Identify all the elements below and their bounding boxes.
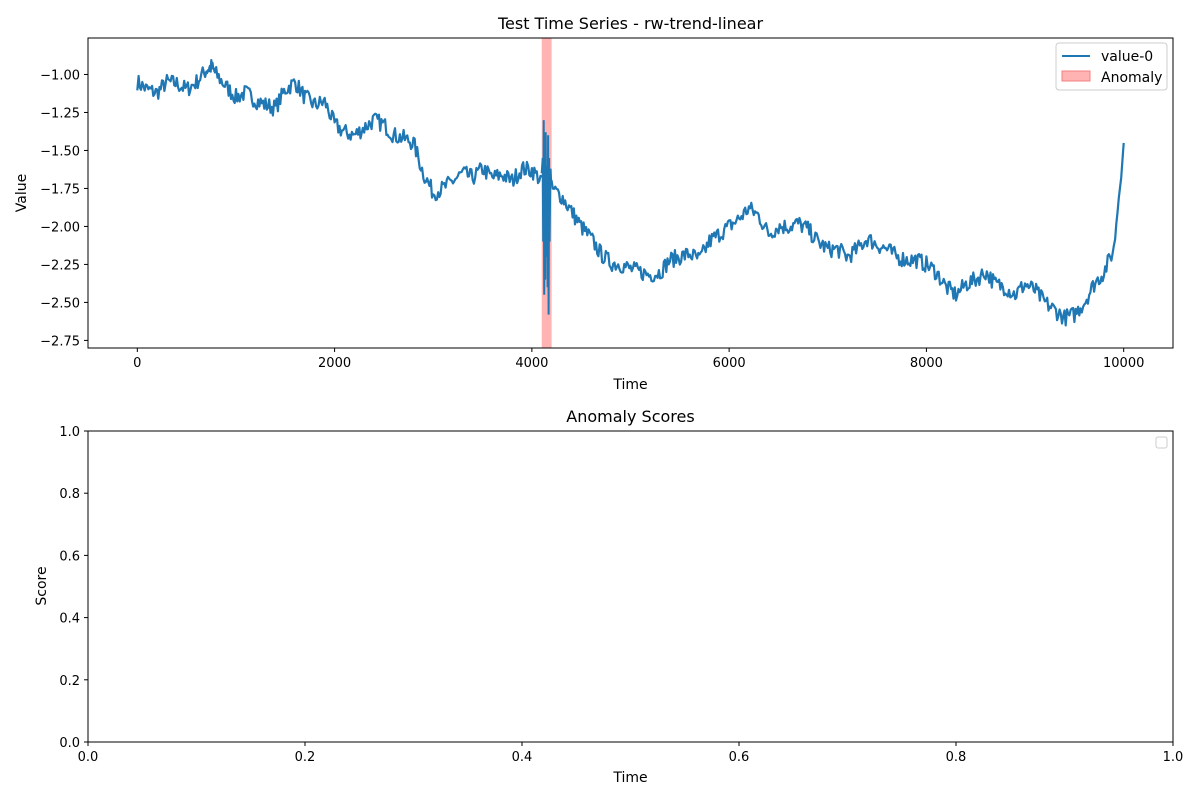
x-tick-label: 0.6 bbox=[729, 750, 750, 765]
legend-label-value-0: value-0 bbox=[1101, 49, 1153, 65]
y-tick-label: 1.0 bbox=[59, 425, 80, 440]
y-tick-label: −1.50 bbox=[40, 144, 80, 159]
x-tick-label: 0.8 bbox=[946, 750, 967, 765]
series-line-anomaly-segment bbox=[540, 120, 553, 315]
anomaly-scores-x-label: Time bbox=[612, 770, 647, 786]
x-tick-label: 4000 bbox=[515, 356, 548, 371]
y-tick-label: 0.4 bbox=[59, 612, 80, 627]
time-series-x-label: Time bbox=[612, 377, 647, 393]
y-tick-label: −1.75 bbox=[40, 182, 80, 197]
time-series-plot-frame bbox=[87, 37, 1174, 349]
y-tick-label: −2.25 bbox=[40, 258, 80, 273]
anomaly-scores-y-label: Score bbox=[34, 566, 50, 605]
y-tick-label: −2.00 bbox=[40, 220, 80, 235]
anomaly-scores-empty-legend bbox=[1155, 436, 1168, 449]
time-series-title: Test Time Series - rw-trend-linear bbox=[497, 14, 764, 33]
time-series-panel: Test Time Series - rw-trend-linear 0 2000… bbox=[14, 14, 1174, 393]
anomaly-scores-x-ticks: 0.0 0.2 0.4 0.6 0.8 1.0 bbox=[78, 742, 1184, 765]
anomaly-scores-y-ticks: 0.0 0.2 0.4 0.6 0.8 1.0 bbox=[59, 425, 88, 751]
x-tick-label: 8000 bbox=[910, 356, 943, 371]
x-tick-label: 1.0 bbox=[1163, 750, 1184, 765]
x-tick-label: 0.4 bbox=[512, 750, 533, 765]
series-line-value-0 bbox=[136, 59, 1125, 327]
y-tick-label: 0.8 bbox=[59, 487, 80, 502]
time-series-x-ticks: 0 2000 4000 6000 8000 10000 bbox=[133, 348, 1144, 371]
y-tick-label: 0.2 bbox=[59, 674, 80, 689]
y-tick-label: −1.00 bbox=[40, 68, 80, 83]
anomaly-scores-panel: Anomaly Scores 0.0 0.2 0.4 0.6 0.8 1.0 0.0 0.2… bbox=[34, 407, 1183, 786]
x-tick-label: 2000 bbox=[318, 356, 351, 371]
x-tick-label: 10000 bbox=[1103, 356, 1144, 371]
y-tick-label: 0.0 bbox=[59, 736, 80, 751]
time-series-legend: value-0 Anomaly bbox=[1055, 42, 1168, 91]
series-lines bbox=[136, 59, 1125, 327]
time-series-y-ticks: −1.00 −1.25 −1.50 −1.75 −2.00 −2.25 −2.50 −2.75 bbox=[40, 68, 88, 349]
x-tick-label: 6000 bbox=[713, 356, 746, 371]
legend-swatch-anomaly bbox=[1061, 70, 1091, 82]
y-tick-label: 0.6 bbox=[59, 549, 80, 564]
time-series-y-label: Value bbox=[14, 174, 30, 212]
anomaly-scores-plot-frame bbox=[87, 430, 1174, 743]
legend-label-anomaly: Anomaly bbox=[1101, 70, 1162, 86]
y-tick-label: −1.25 bbox=[40, 106, 80, 121]
x-tick-label: 0.2 bbox=[295, 750, 316, 765]
y-tick-label: −2.50 bbox=[40, 296, 80, 311]
x-tick-label: 0 bbox=[133, 356, 141, 371]
y-tick-label: −2.75 bbox=[40, 334, 80, 349]
anomaly-scores-title: Anomaly Scores bbox=[566, 407, 694, 426]
x-tick-label: 0.0 bbox=[78, 750, 99, 765]
